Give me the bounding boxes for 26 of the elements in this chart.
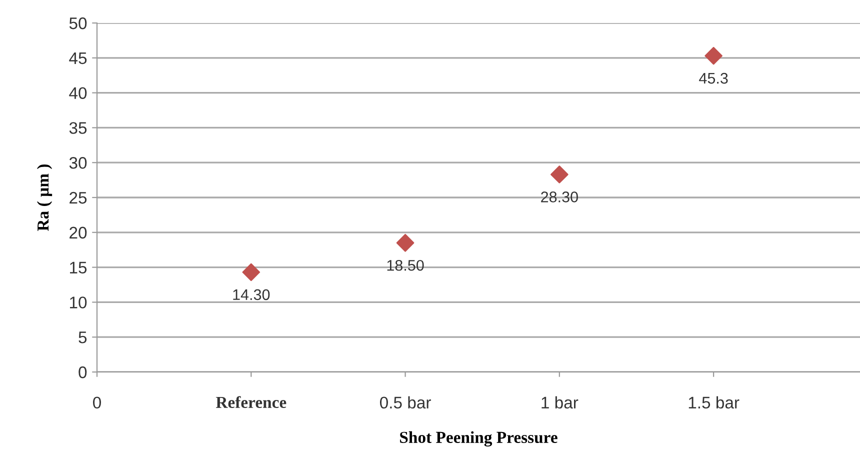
y-tick-label: 50 xyxy=(69,17,87,30)
point xyxy=(550,166,568,184)
data-label: 18.50 xyxy=(387,260,424,271)
y-tick-label: 35 xyxy=(69,122,87,134)
y-tick-label: 5 xyxy=(78,332,87,344)
x-tick-label: 0.5 bar xyxy=(380,396,431,409)
data-label: 14.30 xyxy=(233,289,270,300)
point xyxy=(242,263,260,282)
y-tick-label: 45 xyxy=(69,52,87,64)
y-tick-label: 30 xyxy=(69,157,87,169)
y-axis-title: Ra ( µm ) xyxy=(36,164,52,231)
x-tick-label: 0 xyxy=(93,396,101,409)
point xyxy=(704,46,722,65)
data-label: 45.3 xyxy=(699,72,728,84)
x-tick-label: 1 bar xyxy=(542,396,578,409)
x-axis-title: Shot Peening Pressure xyxy=(400,431,558,447)
y-tick-label: 40 xyxy=(69,87,87,100)
x-tick-label: 1.5 bar xyxy=(688,396,740,409)
y-tick-label: 20 xyxy=(70,226,87,239)
data-label: 28.30 xyxy=(541,192,578,202)
point xyxy=(396,234,414,252)
y-tick-label: 25 xyxy=(70,192,87,204)
y-tick-label: 10 xyxy=(70,296,87,308)
x-tick-label: Reference xyxy=(216,396,286,408)
y-tick-label: 15 xyxy=(70,262,87,274)
y-tick-label: 0 xyxy=(78,366,87,378)
